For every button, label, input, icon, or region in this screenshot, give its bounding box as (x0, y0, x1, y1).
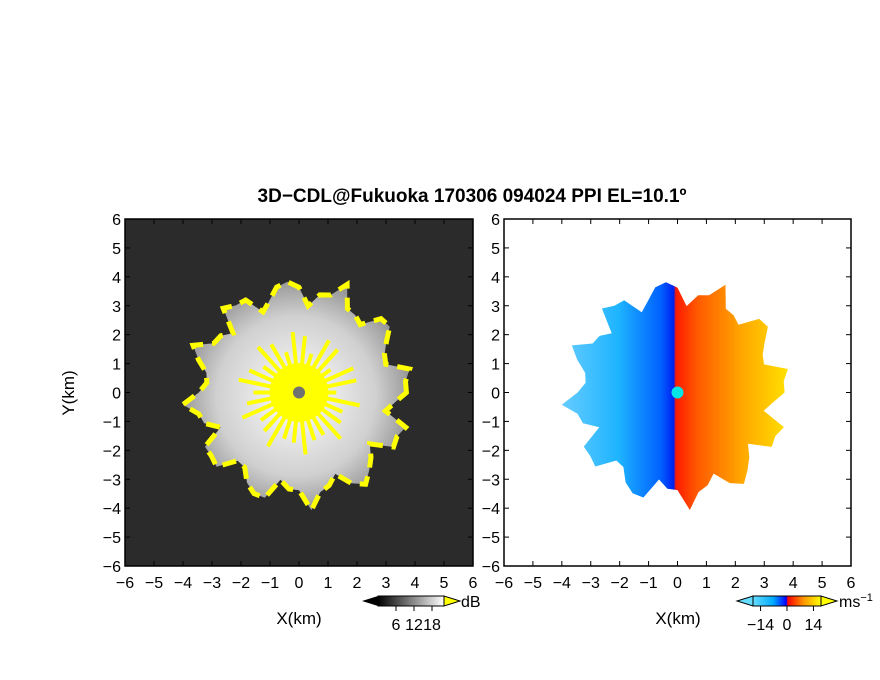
velocity-colorbar: −14 0 14 ms−1 (735, 592, 873, 634)
x-tick-label: 0 (295, 575, 304, 592)
y-tick-label: −6 (482, 559, 500, 576)
x-tick-label: 5 (440, 575, 449, 592)
x-tick-label: −2 (611, 575, 629, 592)
colorbar-tick-label: 6 (392, 617, 401, 634)
y-tick-label: 1 (112, 357, 121, 374)
x-tick-label: 5 (818, 575, 827, 592)
x-tick-label: −6 (495, 575, 513, 592)
colorbar-arrow-left (362, 596, 378, 606)
y-tick-label: 2 (491, 328, 500, 345)
colorbar-tick-label: 14 (805, 617, 823, 634)
colorbar-unit: ms−1 (839, 592, 873, 611)
y-tick-label: 6 (112, 212, 121, 229)
x-tick-label: 1 (702, 575, 711, 592)
y-tick-label: −4 (482, 501, 500, 518)
colorbar-ticks: 6 12 18 (392, 606, 441, 634)
page-title: 3D−CDL@Fukuoka 170306 094024 PPI EL=10.1… (257, 186, 687, 207)
colorbar-gradient (377, 595, 445, 607)
y-tick-label: −2 (103, 443, 121, 460)
x-tick-label: 1 (324, 575, 333, 592)
x-tick-label: −2 (232, 575, 250, 592)
y-tick-label: −3 (482, 472, 500, 489)
y-tick-label: 2 (112, 328, 121, 345)
x-tick-label: −3 (582, 575, 600, 592)
colorbar-tick-label: 12 (405, 617, 423, 634)
y-tick-label: 4 (491, 270, 500, 287)
y-tick-label: 0 (491, 386, 500, 403)
y-tick-label: −5 (482, 530, 500, 547)
x-tick-label: −1 (639, 575, 657, 592)
colorbar-tick-label: −14 (747, 617, 774, 634)
x-tick-label: −1 (261, 575, 279, 592)
colorbar-arrow-left (735, 595, 754, 607)
x-tick-label: −3 (203, 575, 221, 592)
y-tick-label: 1 (491, 357, 500, 374)
y-tick-label: −3 (103, 472, 121, 489)
x-tick-label: −5 (145, 575, 163, 592)
velocity-ticks: −6 −5 −4 −3 −2 −1 0 1 2 3 4 5 6 6 5 4 3 2 1 0 −1 −2 −3 −4 −5 −6 (482, 212, 856, 592)
radar-site (671, 386, 684, 399)
reflectivity-panel: −6 −5 −4 −3 −2 −1 0 1 2 3 4 5 6 6 5 4 3 2 1 0 −1 −2 −3 −4 −5 −6 X… (59, 212, 478, 628)
x-tick-label: 2 (353, 575, 362, 592)
y-tick-label: −6 (103, 559, 121, 576)
radar-site (293, 386, 305, 399)
velocity-echo (561, 282, 788, 510)
y-tick-label: −5 (103, 530, 121, 547)
colorbar-unit: dB (461, 594, 481, 611)
x-tick-label: 6 (847, 575, 856, 592)
x-tick-label: 0 (673, 575, 682, 592)
x-tick-label: 6 (469, 575, 478, 592)
colorbar-arrow-right (820, 595, 839, 607)
y-tick-label: −1 (482, 414, 500, 431)
velocity-panel: −6 −5 −4 −3 −2 −1 0 1 2 3 4 5 6 6 5 4 3 2 1 0 −1 −2 −3 −4 −5 −6 X… (482, 212, 856, 628)
colorbar-ticks: −14 0 14 (747, 606, 822, 634)
y-tick-label: 6 (491, 212, 500, 229)
velocity-xlabel: X(km) (655, 609, 700, 628)
y-tick-label: −2 (482, 443, 500, 460)
y-tick-label: 5 (112, 241, 121, 258)
y-tick-label: 4 (112, 270, 121, 287)
reflectivity-echo (178, 279, 413, 516)
x-tick-label: −6 (116, 575, 134, 592)
colorbar-gradient (752, 595, 822, 607)
y-tick-label: 5 (491, 241, 500, 258)
x-tick-label: −4 (174, 575, 192, 592)
x-tick-label: 4 (411, 575, 420, 592)
x-tick-label: 2 (731, 575, 740, 592)
y-tick-label: −1 (103, 414, 121, 431)
y-tick-label: 0 (112, 386, 121, 403)
x-tick-label: 3 (760, 575, 769, 592)
reflectivity-colorbar: 6 12 18 dB (362, 594, 481, 634)
colorbar-tick-label: 0 (783, 617, 792, 634)
reflectivity-ylabel: Y(km) (59, 370, 78, 415)
x-tick-label: 3 (382, 575, 391, 592)
y-tick-label: 3 (112, 299, 121, 316)
y-tick-label: −4 (103, 501, 121, 518)
x-tick-label: −5 (524, 575, 542, 592)
reflectivity-xlabel: X(km) (276, 609, 321, 628)
x-tick-label: 4 (789, 575, 798, 592)
colorbar-tick-label: 18 (423, 617, 441, 634)
y-tick-label: 3 (491, 299, 500, 316)
echo-edge (178, 279, 413, 516)
colorbar-arrow-right (443, 595, 462, 607)
x-tick-label: −4 (553, 575, 571, 592)
reflectivity-ticks: −6 −5 −4 −3 −2 −1 0 1 2 3 4 5 6 6 5 4 3 2 1 0 −1 −2 −3 −4 −5 −6 (103, 212, 478, 592)
